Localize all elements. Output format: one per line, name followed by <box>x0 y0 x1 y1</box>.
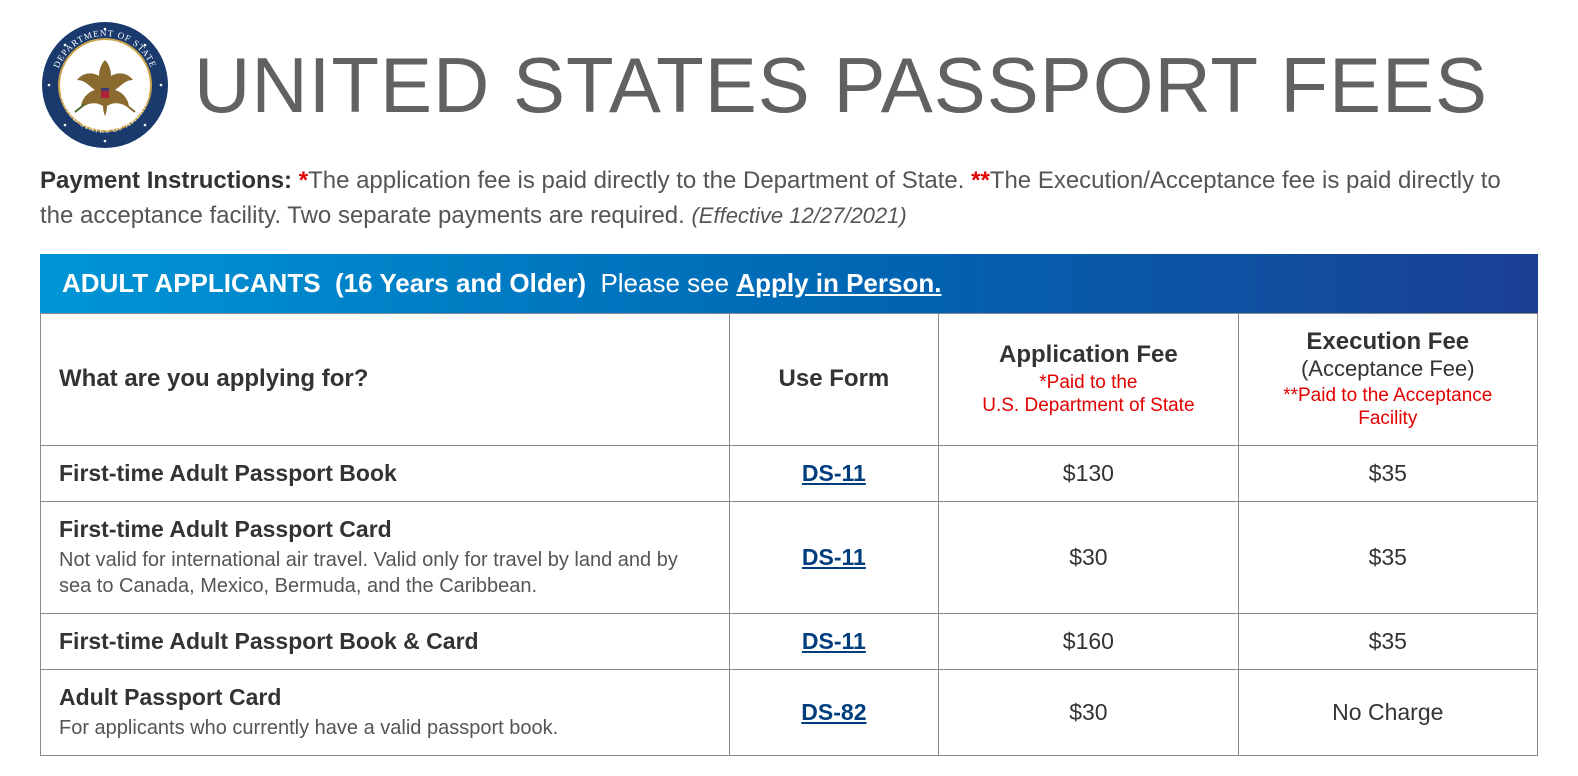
row-desc: First-time Adult Passport Card Not valid… <box>41 502 730 614</box>
row-title: First-time Adult Passport Book & Card <box>59 628 479 654</box>
form-link[interactable]: DS-11 <box>802 460 866 486</box>
row-form: DS-11 <box>729 502 939 614</box>
payment-instructions: Payment Instructions: *The application f… <box>40 164 1538 234</box>
row-app-fee: $130 <box>939 446 1238 502</box>
form-link[interactable]: DS-82 <box>801 699 866 725</box>
row-title: First-time Adult Passport Card <box>59 516 392 542</box>
col-header-applying: What are you applying for? <box>41 313 730 446</box>
effective-date: (Effective 12/27/2021) <box>691 203 906 228</box>
exec-fee-title: Execution Fee <box>1306 328 1469 355</box>
row-form: DS-11 <box>729 446 939 502</box>
row-app-fee: $160 <box>939 614 1238 670</box>
section-qualifier: (16 Years and Older) <box>335 268 586 298</box>
row-exec-fee: $35 <box>1238 614 1537 670</box>
row-app-fee: $30 <box>939 670 1238 756</box>
row-exec-fee: $35 <box>1238 446 1537 502</box>
row-exec-fee: No Charge <box>1238 670 1537 756</box>
state-department-seal-icon: DEPARTMENT OF STATE UNITED STATES OF AME… <box>40 20 170 150</box>
col-header-exec-fee: Execution Fee (Acceptance Fee) **Paid to… <box>1238 313 1537 446</box>
row-subtitle: Not valid for international air travel. … <box>59 547 711 599</box>
page-header: DEPARTMENT OF STATE UNITED STATES OF AME… <box>40 20 1538 150</box>
section-prompt: Please see <box>600 268 736 298</box>
row-desc: First-time Adult Passport Book & Card <box>41 614 730 670</box>
row-desc: First-time Adult Passport Book <box>41 446 730 502</box>
exec-fee-note: **Paid to the Acceptance Facility <box>1257 384 1519 432</box>
row-app-fee: $30 <box>939 502 1238 614</box>
table-row: First-time Adult Passport Card Not valid… <box>41 502 1538 614</box>
form-link[interactable]: DS-11 <box>802 544 866 570</box>
row-subtitle: For applicants who currently have a vali… <box>59 715 711 741</box>
col-header-app-fee: Application Fee *Paid to theU.S. Departm… <box>939 313 1238 446</box>
section-header-bar: ADULT APPLICANTS (16 Years and Older) Pl… <box>40 254 1538 313</box>
row-form: DS-11 <box>729 614 939 670</box>
row-title: Adult Passport Card <box>59 684 281 710</box>
row-desc: Adult Passport Card For applicants who c… <box>41 670 730 756</box>
form-link[interactable]: DS-11 <box>802 628 866 654</box>
row-title: First-time Adult Passport Book <box>59 460 397 486</box>
instructions-part1: The application fee is paid directly to … <box>308 167 971 194</box>
table-header-row: What are you applying for? Use Form Appl… <box>41 313 1538 446</box>
section-title: ADULT APPLICANTS <box>62 268 321 298</box>
row-form: DS-82 <box>729 670 939 756</box>
instructions-label: Payment Instructions: <box>40 167 299 194</box>
col-header-form: Use Form <box>729 313 939 446</box>
app-fee-title: Application Fee <box>999 341 1178 368</box>
table-row: First-time Adult Passport Book DS-11 $13… <box>41 446 1538 502</box>
exec-fee-subtitle: (Acceptance Fee) <box>1257 356 1519 382</box>
fees-table: What are you applying for? Use Form Appl… <box>40 313 1538 757</box>
fees-table-body: First-time Adult Passport Book DS-11 $13… <box>41 446 1538 756</box>
table-row: Adult Passport Card For applicants who c… <box>41 670 1538 756</box>
app-fee-note: *Paid to theU.S. Department of State <box>957 371 1219 419</box>
table-row: First-time Adult Passport Book & Card DS… <box>41 614 1538 670</box>
apply-in-person-link[interactable]: Apply in Person. <box>736 268 941 298</box>
page-title: UNITED STATES PASSPORT FEES <box>194 46 1488 124</box>
row-exec-fee: $35 <box>1238 502 1537 614</box>
asterisk-double-icon: ** <box>971 167 990 194</box>
asterisk-single-icon: * <box>299 167 308 194</box>
